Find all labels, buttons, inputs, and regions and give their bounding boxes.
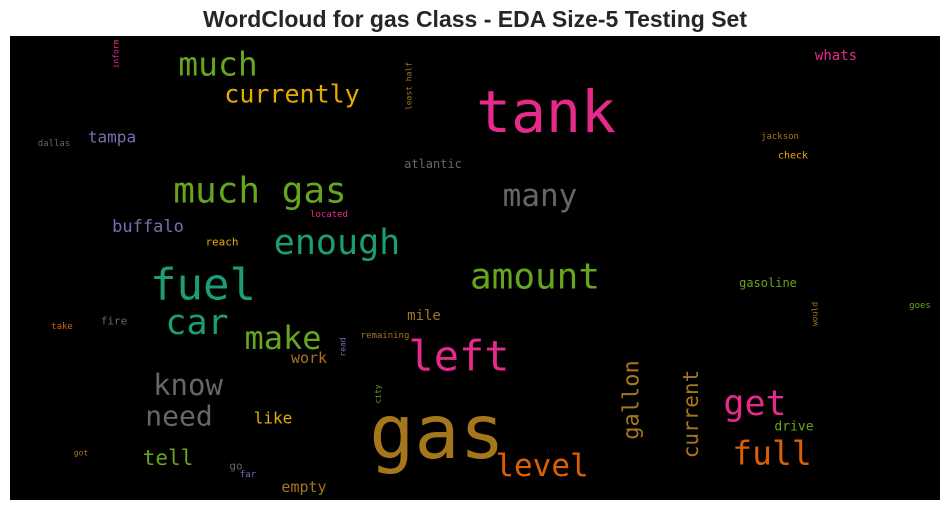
word-gallon: gallon bbox=[620, 360, 645, 439]
word-much-gas: much gas bbox=[173, 171, 346, 212]
word-make: make bbox=[244, 319, 321, 357]
word-know: know bbox=[153, 368, 223, 402]
word-buffalo: buffalo bbox=[112, 217, 184, 237]
word-mile: mile bbox=[407, 308, 441, 324]
word-goes: goes bbox=[909, 301, 931, 311]
word-gas: gas bbox=[369, 388, 504, 476]
word-enough: enough bbox=[274, 223, 400, 263]
word-take: take bbox=[51, 322, 73, 332]
word-like: like bbox=[254, 409, 293, 428]
word-got: got bbox=[74, 449, 89, 458]
word-get: get bbox=[723, 384, 786, 424]
word-dallas: dallas bbox=[38, 139, 71, 149]
word-level: level bbox=[495, 448, 588, 484]
word-city: city bbox=[374, 384, 383, 403]
word-inform: inform bbox=[112, 39, 121, 68]
word-many: many bbox=[503, 178, 578, 214]
word-need: need bbox=[145, 400, 212, 433]
word-remaining: remaining bbox=[361, 331, 410, 341]
word-reach: reach bbox=[205, 236, 238, 249]
word-full: full bbox=[732, 434, 811, 473]
word-read: read bbox=[339, 337, 348, 356]
word-check: check bbox=[778, 151, 808, 162]
word-whats: whats bbox=[815, 48, 857, 64]
word-left: left bbox=[408, 332, 509, 381]
word-fuel: fuel bbox=[150, 260, 256, 311]
word-go: go bbox=[229, 460, 242, 473]
word-currently: currently bbox=[224, 80, 359, 109]
word-located: located bbox=[310, 210, 348, 220]
word-work: work bbox=[291, 349, 327, 367]
word-tell: tell bbox=[143, 446, 194, 470]
word-empty: empty bbox=[281, 478, 326, 496]
word-would: would bbox=[811, 302, 820, 326]
word-amount: amount bbox=[470, 257, 600, 298]
word-tank: tank bbox=[476, 78, 616, 146]
word-jackson: jackson bbox=[761, 132, 799, 142]
word-drive: drive bbox=[774, 420, 813, 435]
word-tampa: tampa bbox=[88, 128, 136, 147]
words-layer: gas tank fuel left amount much gas enough get ca… bbox=[38, 39, 931, 496]
word-least-half: least half bbox=[405, 62, 414, 110]
cloud-background bbox=[10, 36, 940, 500]
word-gasoline: gasoline bbox=[739, 276, 797, 290]
word-cloud: gas tank fuel left amount much gas enough get ca… bbox=[10, 36, 940, 500]
chart-title: WordCloud for gas Class - EDA Size-5 Tes… bbox=[203, 6, 747, 32]
word-much: much bbox=[178, 45, 257, 84]
word-fire: fire bbox=[101, 315, 128, 328]
word-atlantic: atlantic bbox=[404, 157, 462, 171]
word-current: current bbox=[679, 370, 703, 459]
word-car: car bbox=[165, 303, 228, 343]
word-far: far bbox=[240, 470, 257, 480]
